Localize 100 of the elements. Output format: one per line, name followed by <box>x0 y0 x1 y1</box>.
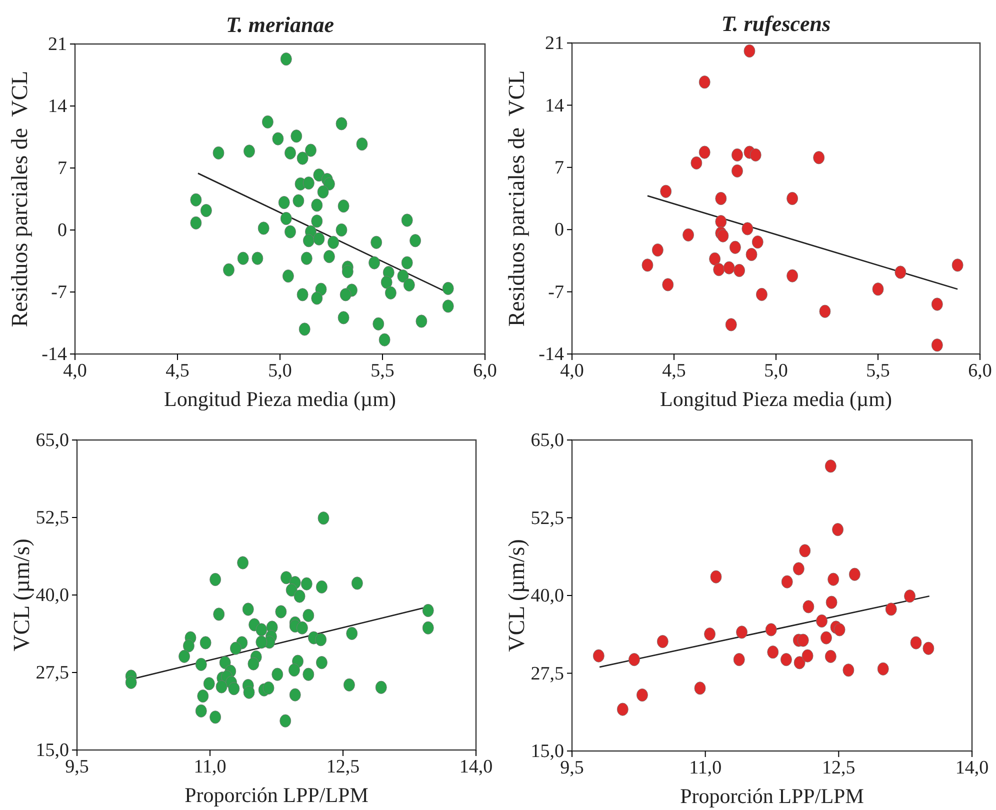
x-tick-label: 12,5 <box>822 757 856 778</box>
y-tick-label: 0 <box>58 220 67 242</box>
point <box>756 288 768 301</box>
point <box>742 222 754 236</box>
y-tick-label: 27,5 <box>36 662 69 684</box>
point <box>710 570 722 584</box>
point <box>736 626 748 639</box>
point <box>792 562 804 576</box>
y-tick-label: 52,5 <box>36 508 69 529</box>
point <box>765 623 777 636</box>
point <box>904 590 916 603</box>
x-tick-label: 11,0 <box>689 757 722 778</box>
point <box>690 156 702 170</box>
point <box>834 623 846 636</box>
y-tick-label: 14 <box>48 96 68 118</box>
point <box>734 264 745 277</box>
point <box>752 236 764 249</box>
point <box>910 636 922 650</box>
point <box>799 544 811 558</box>
point <box>828 572 840 586</box>
point <box>698 146 710 159</box>
chart-title: T. rufescens <box>721 11 831 36</box>
y-tick-label: -7 <box>548 282 564 303</box>
x-axis-title: Longitud Pieza media (µm) <box>660 387 892 411</box>
x-axis-title: Proporción LPP/LPM <box>680 784 864 808</box>
point <box>819 304 831 318</box>
point <box>797 634 809 647</box>
point <box>616 702 628 716</box>
x-tick-label: 14,0 <box>955 757 989 778</box>
point <box>767 646 779 659</box>
x-tick-label: 12,5 <box>326 756 360 778</box>
point <box>592 649 604 662</box>
point <box>628 653 640 666</box>
point <box>877 662 889 676</box>
point <box>894 266 906 279</box>
point <box>931 338 943 352</box>
point <box>704 628 716 641</box>
point <box>786 192 798 206</box>
point <box>781 575 793 588</box>
point <box>732 164 743 178</box>
y-axis-title: VCL (µm/s) <box>9 538 34 652</box>
y-tick-label: 14 <box>545 95 564 116</box>
chart-title: T. merianae <box>226 12 334 37</box>
point <box>729 240 741 254</box>
y-tick-label: 52,5 <box>530 508 564 529</box>
point <box>848 568 860 581</box>
x-tick-label: 14,0 <box>459 756 493 778</box>
point <box>872 282 884 296</box>
point <box>824 460 836 473</box>
point <box>715 192 727 206</box>
point <box>713 263 725 276</box>
point <box>656 635 668 648</box>
x-tick-label: 5,5 <box>866 360 890 382</box>
point <box>660 184 672 198</box>
point <box>824 650 836 663</box>
point <box>952 258 964 272</box>
point <box>786 269 798 282</box>
point <box>750 148 762 162</box>
point <box>709 252 721 266</box>
y-axis-title: Residuos parciales de VCL <box>7 70 32 328</box>
point <box>842 664 854 677</box>
y-tick-label: 7 <box>554 157 564 178</box>
x-axis-title: Proporción LPP/LPM <box>184 783 369 807</box>
point <box>642 258 654 272</box>
point <box>715 215 727 228</box>
point <box>694 682 706 695</box>
point <box>931 298 943 311</box>
x-axis-title: Longitud Pieza media (µm) <box>164 387 396 411</box>
x-tick-label: 4,5 <box>662 360 686 382</box>
point <box>802 600 814 614</box>
y-tick-label: 27,5 <box>530 663 564 684</box>
x-tick-label: 5,0 <box>764 360 788 382</box>
x-tick-label: 6,0 <box>473 360 497 382</box>
point <box>813 151 825 164</box>
point <box>652 244 664 257</box>
point <box>723 261 735 274</box>
point <box>885 602 897 616</box>
x-tick-label: 5,5 <box>370 360 394 382</box>
y-tick-label: -7 <box>51 282 67 304</box>
point <box>636 688 648 702</box>
x-tick-label: 11,0 <box>194 756 226 778</box>
y-tick-label: 65,0 <box>36 430 69 452</box>
point <box>732 148 743 162</box>
point <box>717 229 729 242</box>
point <box>780 653 792 666</box>
y-tick-label: 40,0 <box>36 585 69 606</box>
x-tick-label: 6,0 <box>968 360 992 382</box>
y-tick-label: 65,0 <box>530 430 564 452</box>
y-tick-label: 7 <box>58 158 67 180</box>
point <box>820 631 832 644</box>
point <box>826 596 838 609</box>
point <box>682 228 694 242</box>
x-tick-label: 5,0 <box>268 360 292 382</box>
y-axis-title: VCL (µm/s) <box>504 539 529 652</box>
point <box>746 248 758 262</box>
point <box>802 649 814 662</box>
point <box>662 278 674 292</box>
y-tick-label: 0 <box>554 220 564 241</box>
point <box>794 656 806 670</box>
point <box>698 76 710 89</box>
